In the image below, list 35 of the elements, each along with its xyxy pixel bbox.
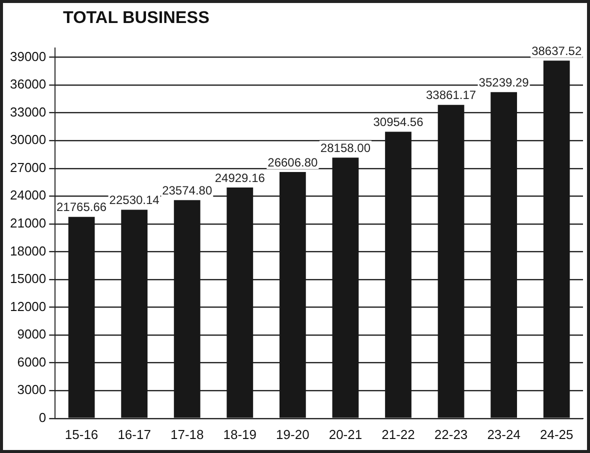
y-tick-label: 15000 [10,271,46,286]
y-tick-label: 36000 [10,76,46,92]
y-tick-label: 12000 [10,298,46,314]
y-tick-label: 24000 [10,188,46,203]
x-tick-label: 16-17 [118,426,151,442]
y-tick-label: 33000 [10,104,46,120]
data-label: 28158.00 [320,140,371,155]
y-tick-label: 30000 [10,132,46,148]
data-label: 21765.66 [56,200,107,214]
y-tick-label: 39000 [10,48,46,64]
x-tick-label: 22-23 [434,426,468,442]
y-tick-label: 21000 [10,216,46,231]
data-label: 30954.56 [373,115,424,130]
x-tick-label: 18-19 [223,426,257,442]
x-tick-label: 23-24 [487,426,520,442]
data-label: 38637.52 [532,44,582,58]
y-tick-label: 18000 [10,243,46,258]
data-label: 22530.14 [109,193,160,208]
x-tick-label: 15-16 [64,426,98,442]
data-label: 33861.17 [426,88,476,102]
y-tick-label: 0 [38,410,46,425]
x-tick-label: 19-20 [276,426,310,442]
x-tick-label: 20-21 [328,426,362,442]
x-tick-label: 24-25 [540,426,574,442]
x-tick-label: 21-22 [382,426,415,442]
y-tick-label: 6000 [17,354,46,370]
data-label: 26606.80 [268,155,318,170]
y-tick-label: 9000 [17,326,46,342]
y-tick-label: 3000 [17,382,46,398]
data-label: 23574.80 [162,183,212,198]
data-label: 35239.29 [478,75,530,90]
x-tick-label: 17-18 [170,426,204,442]
y-tick-label: 27000 [10,160,46,175]
chart-title: TOTAL BUSINESS [63,8,210,28]
data-label: 24929.16 [214,170,266,185]
